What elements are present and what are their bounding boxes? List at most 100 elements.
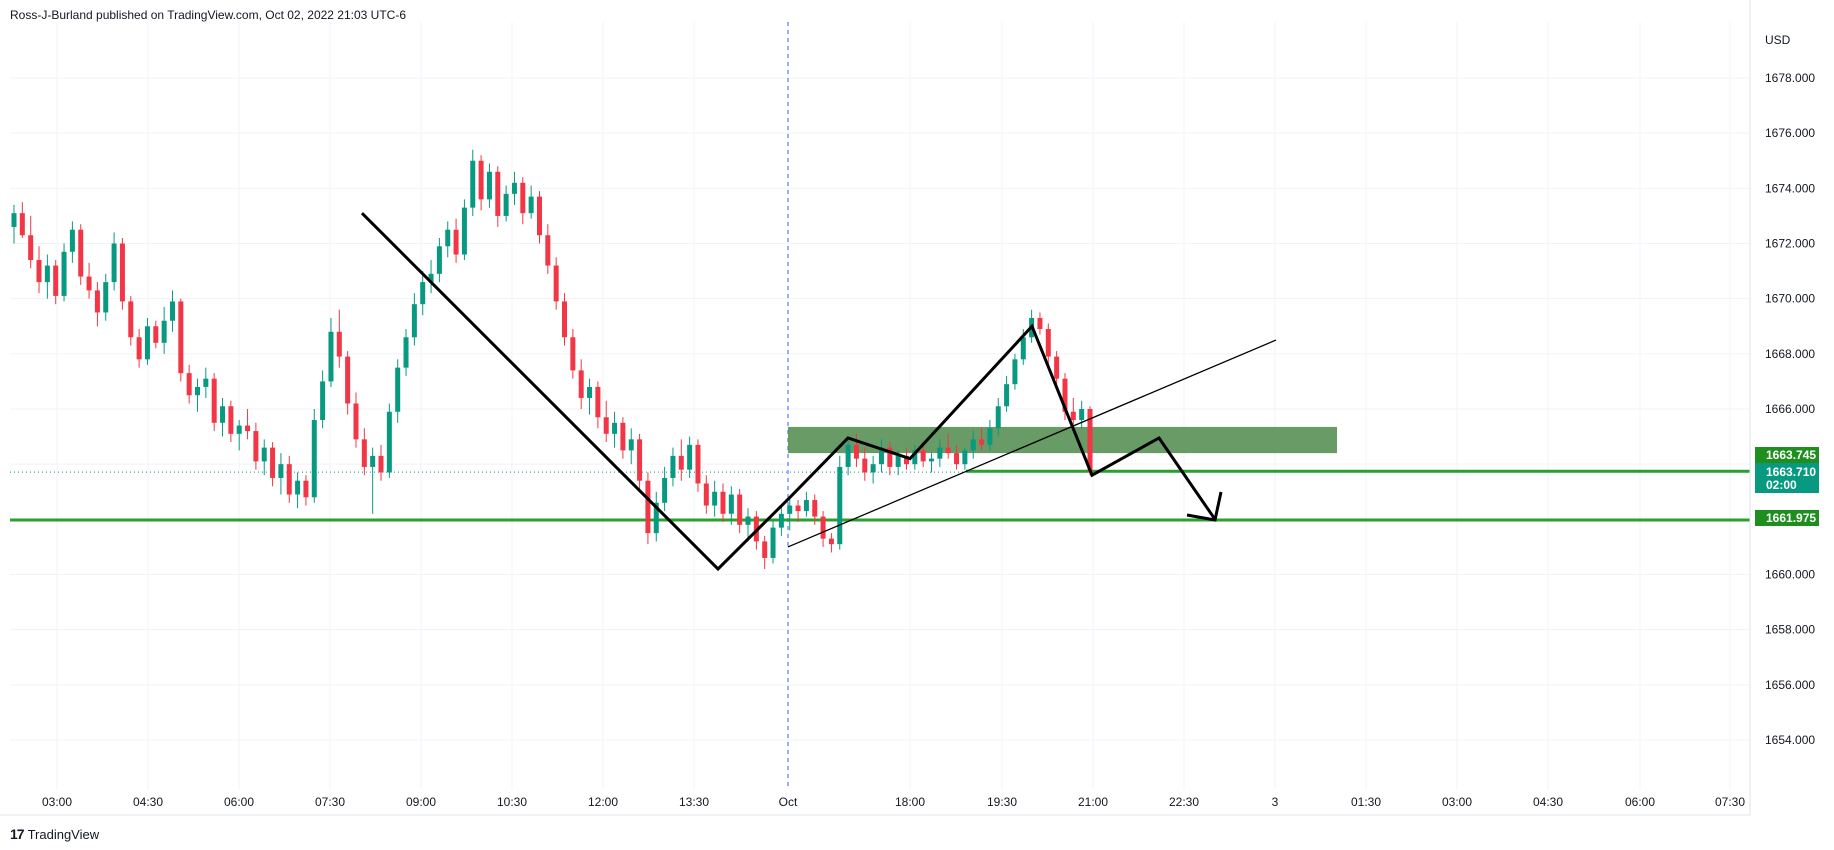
x-tick-label: 01:30 xyxy=(1351,795,1381,809)
candle-body xyxy=(762,541,768,558)
candle-body xyxy=(461,207,467,255)
candle-body xyxy=(295,480,301,495)
x-tick-label: 06:00 xyxy=(224,795,254,809)
badge-label: 1663.745 xyxy=(1766,448,1816,462)
candle-body xyxy=(903,455,909,465)
candle-body xyxy=(1012,359,1018,385)
candle-body xyxy=(370,455,376,467)
candle-body xyxy=(128,301,134,338)
candle-body xyxy=(211,378,217,423)
candle-body xyxy=(228,406,234,434)
candle-body xyxy=(169,301,175,321)
x-tick-label: 21:00 xyxy=(1078,795,1108,809)
candle-body xyxy=(78,229,84,277)
candle-body xyxy=(853,444,859,459)
candle-body xyxy=(1054,356,1060,379)
candle-body xyxy=(612,422,618,434)
candle-body xyxy=(320,381,326,421)
candle-body xyxy=(119,243,125,302)
candle-body xyxy=(528,196,534,214)
candle-body xyxy=(1087,409,1093,473)
candle-body xyxy=(995,406,1001,429)
x-tick-label: 07:30 xyxy=(1715,795,1745,809)
badge-box xyxy=(1755,447,1819,463)
horizontal-levels xyxy=(10,469,1750,522)
x-tick-label: 22:30 xyxy=(1169,795,1199,809)
x-tick-label: Oct xyxy=(779,795,798,809)
arrow-head xyxy=(1186,491,1223,522)
candle-body xyxy=(395,367,401,412)
candle-body xyxy=(937,447,943,459)
candle-body xyxy=(820,516,826,539)
y-tick-label: 1674.000 xyxy=(1765,181,1815,195)
y-tick-label: 1654.000 xyxy=(1765,733,1815,747)
candle-body xyxy=(712,491,718,506)
candle-body xyxy=(570,337,576,371)
candle-body xyxy=(603,417,609,434)
x-tick-label: 09:00 xyxy=(406,795,436,809)
x-tick-label: 12:00 xyxy=(588,795,618,809)
candle-body xyxy=(778,513,784,528)
candle-body xyxy=(278,464,284,478)
candle-body xyxy=(979,439,985,445)
candle-body xyxy=(11,213,17,227)
tradingview-logo-icon: 17 xyxy=(10,826,25,842)
y-tick-label: 1656.000 xyxy=(1765,678,1815,692)
candle-body xyxy=(878,447,884,465)
candle-body xyxy=(111,243,117,283)
candle-body xyxy=(1004,384,1010,407)
candle-body xyxy=(311,420,317,498)
y-tick-label: 1676.000 xyxy=(1765,126,1815,140)
y-tick-label: 1672.000 xyxy=(1765,237,1815,251)
candle-body xyxy=(436,246,442,274)
candle-body xyxy=(1037,317,1043,330)
brand-label: TradingView xyxy=(27,826,100,842)
candle-body xyxy=(345,356,351,404)
candle-body xyxy=(862,458,868,473)
candle-body xyxy=(245,425,251,432)
candle-body xyxy=(511,182,517,194)
badge-label: 1663.710 xyxy=(1766,465,1816,479)
candle-body xyxy=(336,331,342,357)
candle-body xyxy=(286,464,292,495)
candle-body xyxy=(161,320,167,343)
candle-body xyxy=(1020,337,1026,360)
candle-body xyxy=(662,477,668,503)
candle-body xyxy=(770,527,776,558)
candle-body xyxy=(103,282,109,313)
candle-body xyxy=(220,406,226,423)
x-tick-label: 06:00 xyxy=(1625,795,1655,809)
candle-body xyxy=(44,265,50,283)
candle-body xyxy=(195,386,201,396)
candle-body xyxy=(787,505,793,514)
y-tick-label: 1660.000 xyxy=(1765,568,1815,582)
candle-body xyxy=(470,160,476,208)
candle-body xyxy=(328,331,334,382)
candle-body xyxy=(411,304,417,338)
candle-body xyxy=(987,428,993,445)
candle-body xyxy=(1062,378,1068,412)
candle-body xyxy=(486,171,492,200)
candle-body xyxy=(745,516,751,525)
candle-body xyxy=(186,373,192,396)
candle-body xyxy=(353,403,359,440)
candle-body xyxy=(495,171,501,216)
candle-body xyxy=(812,500,818,517)
candle-body xyxy=(270,447,276,478)
candle-body xyxy=(253,431,259,462)
badge-box xyxy=(1755,463,1819,493)
candle-body xyxy=(587,386,593,398)
candle-body xyxy=(403,337,409,368)
candle-body xyxy=(562,301,568,338)
candle-body xyxy=(136,337,142,360)
tradingview-footer[interactable]: 17 TradingView xyxy=(10,826,99,842)
candle-body xyxy=(929,458,935,462)
trend-line xyxy=(787,339,1277,548)
candle-body xyxy=(478,160,484,200)
candle-body xyxy=(620,422,626,451)
x-tick-label: 3 xyxy=(1272,795,1279,809)
candle-body xyxy=(361,439,367,467)
candle-body xyxy=(545,235,551,266)
